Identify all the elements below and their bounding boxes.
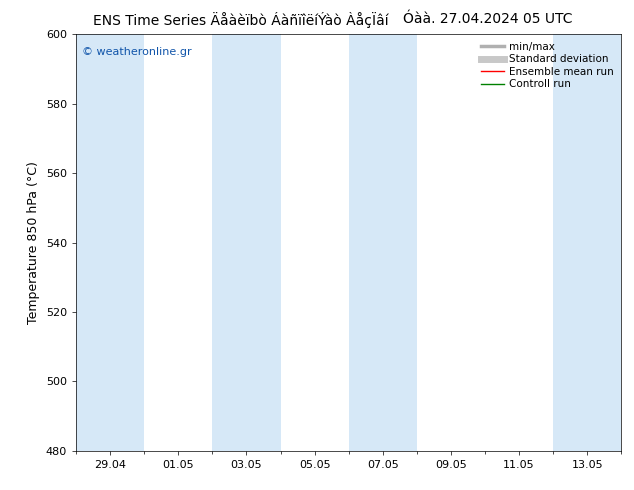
Bar bbox=[349, 34, 417, 451]
Text: © weatheronline.gr: © weatheronline.gr bbox=[82, 47, 191, 57]
Bar bbox=[553, 34, 621, 451]
Bar bbox=[212, 34, 280, 451]
Bar bbox=[76, 34, 144, 451]
Text: ENS Time Series Äåàèïbò ÁàñïîëíÝàò ÀåçÏâí: ENS Time Series Äåàèïbò ÁàñïîëíÝàò ÀåçÏâ… bbox=[93, 12, 389, 28]
Legend: min/max, Standard deviation, Ensemble mean run, Controll run: min/max, Standard deviation, Ensemble me… bbox=[479, 40, 616, 92]
Text: Óàà. 27.04.2024 05 UTC: Óàà. 27.04.2024 05 UTC bbox=[403, 12, 573, 26]
Y-axis label: Temperature 850 hPa (°C): Temperature 850 hPa (°C) bbox=[27, 161, 40, 324]
